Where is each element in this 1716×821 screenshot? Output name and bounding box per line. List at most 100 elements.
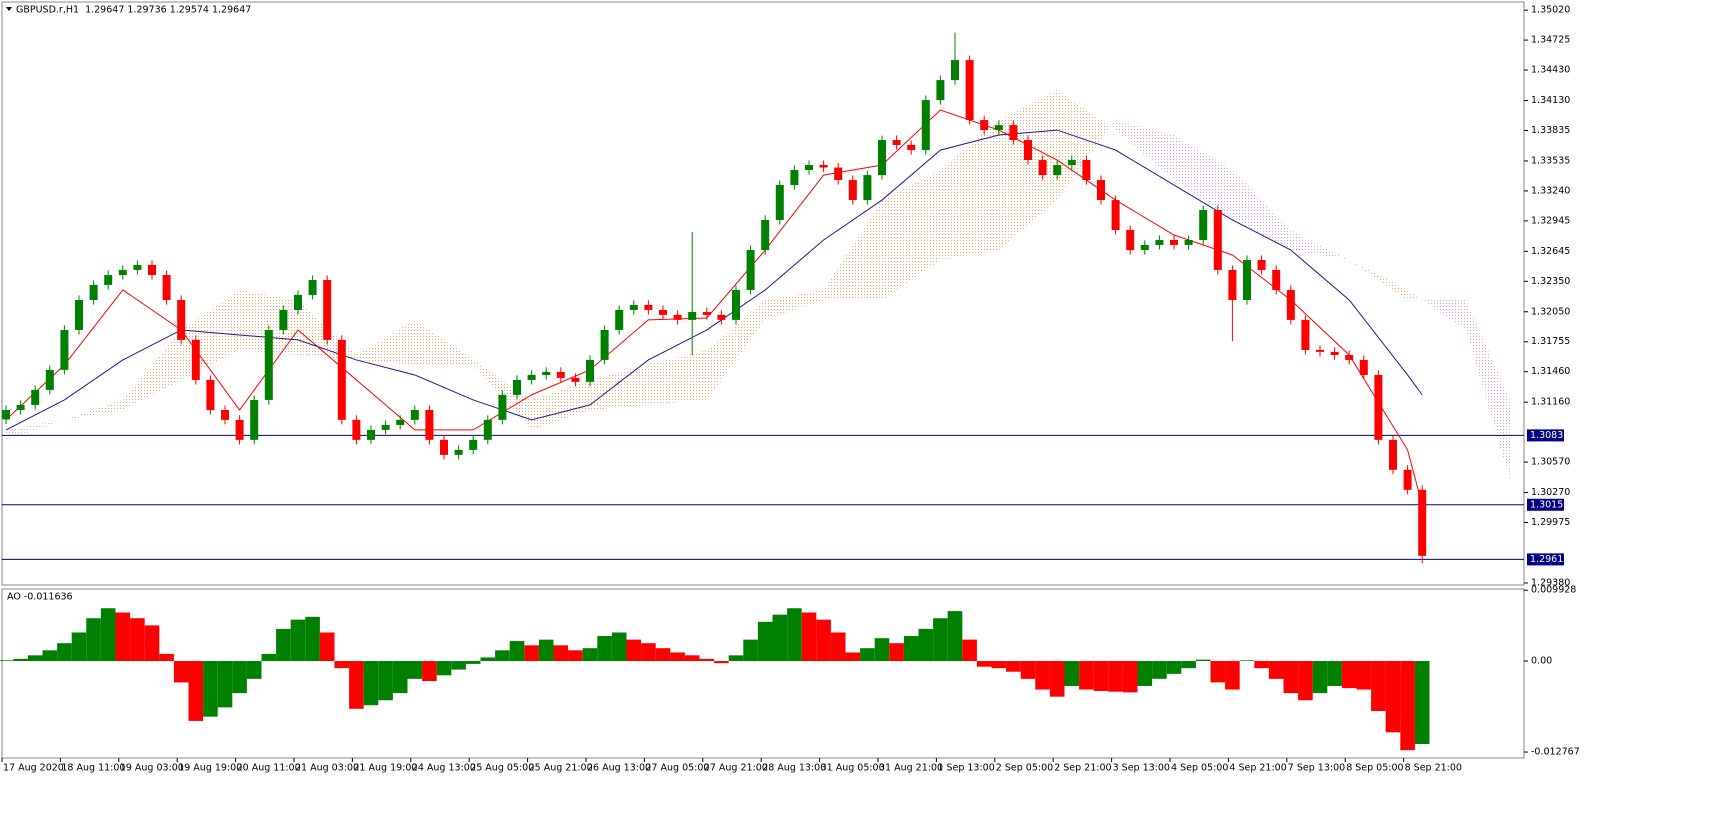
ao-bar xyxy=(1166,661,1182,674)
candle-body xyxy=(892,140,901,146)
candle-body xyxy=(1389,439,1397,470)
x-tick-label: 8 Sep 05:00 xyxy=(1346,763,1403,774)
ao-bar xyxy=(1064,661,1080,686)
candle-body xyxy=(848,180,857,201)
ao-bar xyxy=(1268,661,1284,679)
ao-bar xyxy=(582,648,598,662)
candle-body xyxy=(1228,269,1237,301)
ao-bar xyxy=(363,661,379,706)
ao-bar xyxy=(1327,661,1342,686)
candle-body xyxy=(1301,319,1310,350)
candle-body xyxy=(965,60,974,121)
ao-bar xyxy=(889,643,904,662)
candle-body xyxy=(878,140,886,176)
y-tick-label: 1.31460 xyxy=(1531,366,1570,377)
ao-bar xyxy=(787,608,802,662)
ao-bar xyxy=(188,661,204,721)
candle-body xyxy=(1243,259,1251,301)
candle-body xyxy=(206,379,215,410)
candle-body xyxy=(1286,289,1295,320)
cloud-segment xyxy=(122,329,182,410)
y-tick-label: 1.30270 xyxy=(1531,487,1570,498)
ao-bar xyxy=(611,632,627,662)
candle-body xyxy=(542,371,551,375)
candle-body xyxy=(483,419,492,440)
ao-bar xyxy=(641,643,656,662)
x-tick-label: 21 Aug 19:00 xyxy=(353,763,417,774)
candle-body xyxy=(323,279,332,340)
candle-body xyxy=(863,175,872,201)
ao-bar xyxy=(991,661,1007,669)
y-tick-label: 1.32945 xyxy=(1531,215,1570,226)
x-tick-label: 26 Aug 13:00 xyxy=(587,763,651,774)
ao-bar xyxy=(626,639,642,662)
x-tick-label: 7 Sep 13:00 xyxy=(1288,763,1345,774)
candle-body xyxy=(527,374,536,380)
candle-body xyxy=(410,409,419,420)
candle-body xyxy=(1345,354,1354,360)
candle-body xyxy=(1097,180,1105,201)
x-tick-label: 21 Aug 03:00 xyxy=(295,763,359,774)
candle-body xyxy=(148,264,156,276)
panel-arrow xyxy=(6,7,12,11)
x-tick-label: 4 Sep 05:00 xyxy=(1171,763,1228,774)
ao-bar xyxy=(597,636,612,662)
ao-bar xyxy=(232,661,247,694)
x-tick-label: 1 Sep 13:00 xyxy=(937,763,994,774)
candle-body xyxy=(513,379,521,395)
ao-bar xyxy=(246,661,262,679)
chart-header: GBPUSD.r,H1 1.29647 1.29736 1.29574 1.29… xyxy=(16,5,251,16)
x-tick-label: 17 Aug 2020 xyxy=(3,763,64,774)
ao-bar xyxy=(772,614,788,662)
ao-bar xyxy=(173,661,189,683)
y-tick-label: 1.34725 xyxy=(1531,35,1570,46)
candle-body xyxy=(907,145,916,151)
ao-bar xyxy=(305,616,320,662)
ao-bar xyxy=(392,661,408,694)
candle-body xyxy=(1184,239,1193,245)
ao-bar xyxy=(13,658,28,662)
candle-body xyxy=(1316,349,1324,352)
ao-bar xyxy=(874,638,890,662)
level-label-box xyxy=(1527,429,1564,442)
candle-body xyxy=(1067,160,1076,166)
cloud-segment xyxy=(1349,259,1408,301)
x-tick-label: 3 Sep 13:00 xyxy=(1113,763,1170,774)
candle-body xyxy=(45,369,54,390)
ao-bar xyxy=(319,632,335,662)
x-tick-label: 8 Sep 21:00 xyxy=(1405,763,1462,774)
y-tick-label: 1.32645 xyxy=(1531,246,1570,257)
ao-label: AO -0.011636 xyxy=(7,592,73,603)
candle-body xyxy=(1330,351,1339,355)
candle-body xyxy=(571,377,580,382)
candle-body xyxy=(732,289,740,320)
candle-body xyxy=(1053,165,1062,176)
y-tick-label: 1.29975 xyxy=(1531,517,1570,528)
cloud-segment xyxy=(6,419,65,440)
candle-body xyxy=(775,185,784,220)
ao-bar xyxy=(495,650,510,662)
x-tick-label: 2 Sep 05:00 xyxy=(996,763,1053,774)
cloud-segment xyxy=(64,399,123,420)
candle-body xyxy=(1272,269,1281,290)
ao-bar xyxy=(349,661,364,709)
cloud-segment xyxy=(1407,289,1466,330)
x-tick-label: 18 Aug 11:00 xyxy=(61,763,125,774)
candle-body xyxy=(688,311,697,320)
ao-bar xyxy=(27,655,43,662)
cloud-segment xyxy=(706,300,766,400)
ao-bar xyxy=(407,661,423,679)
ao-tick-label: -0.012767 xyxy=(1531,747,1580,758)
candle-body xyxy=(673,314,682,320)
ao-bar xyxy=(1152,661,1167,679)
candle-body xyxy=(717,314,726,320)
candle-body xyxy=(191,339,200,380)
candle-body xyxy=(951,60,959,81)
ao-bar xyxy=(1108,661,1123,692)
candle-body xyxy=(1024,140,1032,161)
ao-bar xyxy=(655,648,671,662)
cloud-segment xyxy=(1115,120,1174,181)
ao-bar xyxy=(553,645,569,662)
candle-body xyxy=(162,275,171,301)
candle-body xyxy=(89,284,98,301)
